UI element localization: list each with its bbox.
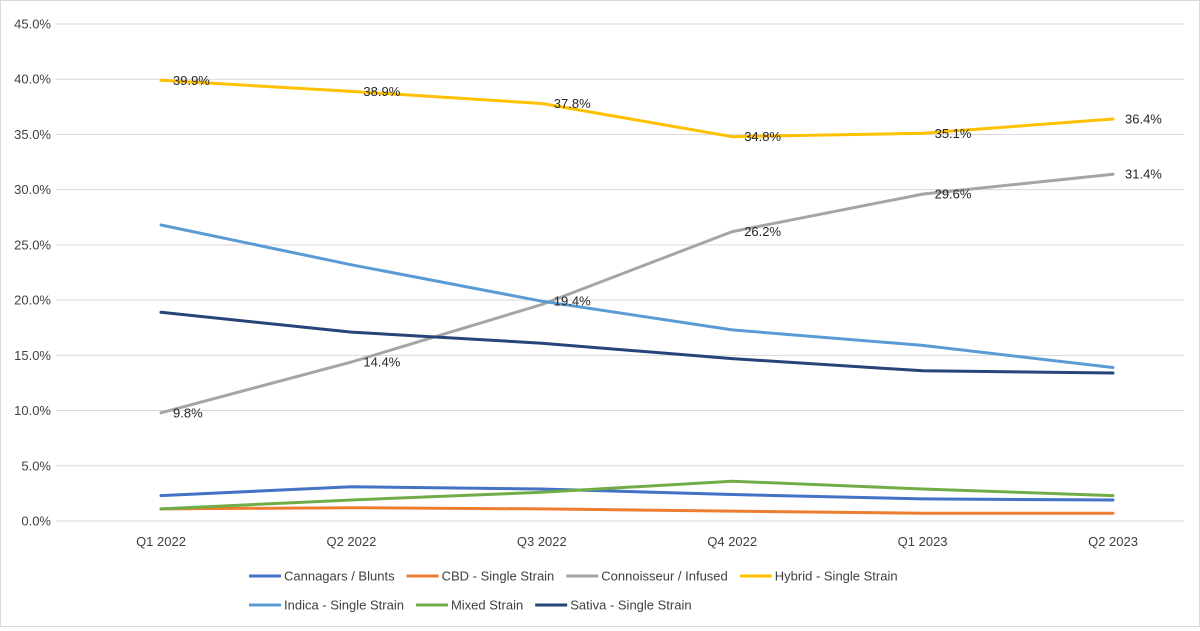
legend-label: Indica - Single Strain: [284, 598, 404, 613]
data-label: 39.9%: [173, 73, 210, 88]
data-label: 38.9%: [363, 84, 400, 99]
y-tick-label: 20.0%: [14, 293, 51, 308]
data-label: 29.6%: [935, 187, 972, 202]
x-tick-label: Q1 2023: [898, 534, 948, 549]
legend-label: Hybrid - Single Strain: [775, 569, 898, 584]
y-axis-tick-labels: 0.0% 5.0% 10.0% 15.0% 20.0% 25.0% 30.0% 35.0% 40…: [14, 17, 51, 529]
x-tick-label: Q2 2022: [326, 534, 376, 549]
y-tick-label: 40.0%: [14, 72, 51, 87]
data-label: 19.4%: [554, 294, 591, 309]
y-tick-label: 0.0%: [21, 514, 51, 529]
gridlines: [56, 23, 1184, 522]
data-label: 26.2%: [744, 224, 781, 239]
y-tick-label: 30.0%: [14, 182, 51, 197]
data-label: 31.4%: [1125, 167, 1162, 182]
series-line-hybrid-single-strain: [159, 78, 1115, 139]
x-tick-label: Q1 2022: [136, 534, 186, 549]
data-label: 9.8%: [173, 405, 203, 420]
x-axis-tick-labels: Q1 2022 Q2 2022 Q3 2022 Q4 2022 Q1 2023 Q2 20…: [136, 534, 1138, 549]
data-label: 34.8%: [744, 129, 781, 144]
legend-entry: Mixed Strain: [415, 598, 523, 613]
series-line-sativa-single-strain: [159, 310, 1115, 375]
legend-label: Sativa - Single Strain: [570, 598, 691, 613]
series-lines: [159, 78, 1115, 515]
data-label: 35.1%: [935, 126, 972, 141]
legend-label: Cannagars / Blunts: [284, 569, 395, 584]
x-tick-label: Q2 2023: [1088, 534, 1138, 549]
series-line-connoisseur-infused: [159, 172, 1115, 415]
legend-label: Mixed Strain: [451, 598, 523, 613]
series-line-indica-single-strain: [159, 223, 1115, 369]
legend: Cannagars / Blunts CBD - Single Strain Con…: [249, 569, 898, 613]
series-line-mixed-strain: [159, 479, 1115, 511]
legend-entry: Sativa - Single Strain: [535, 598, 692, 613]
data-label: 14.4%: [363, 354, 400, 369]
y-tick-label: 15.0%: [14, 348, 51, 363]
legend-label: Connoisseur / Infused: [601, 569, 727, 584]
x-tick-label: Q3 2022: [517, 534, 567, 549]
legend-entry: Cannagars / Blunts: [249, 569, 395, 584]
data-label: 37.8%: [554, 96, 591, 111]
series-line-cannagars-blunts: [159, 485, 1115, 502]
legend-entry: CBD - Single Strain: [406, 569, 555, 584]
data-label: 36.4%: [1125, 111, 1162, 126]
x-tick-label: Q4 2022: [707, 534, 757, 549]
legend-entry: Indica - Single Strain: [249, 598, 404, 613]
data-labels: 9.8% 14.4% 26.2% 29.6% 31.4% 39.9% 38.9% 37.8% 3…: [173, 73, 1162, 420]
legend-entry: Connoisseur / Infused: [566, 569, 728, 584]
y-tick-label: 5.0%: [21, 458, 51, 473]
y-tick-label: 45.0%: [14, 17, 51, 32]
series-line-cbd-single-strain: [159, 506, 1115, 515]
y-tick-label: 10.0%: [14, 403, 51, 418]
y-tick-label: 35.0%: [14, 127, 51, 142]
legend-entry: Hybrid - Single Strain: [739, 569, 898, 584]
y-tick-label: 25.0%: [14, 237, 51, 252]
legend-label: CBD - Single Strain: [442, 569, 555, 584]
